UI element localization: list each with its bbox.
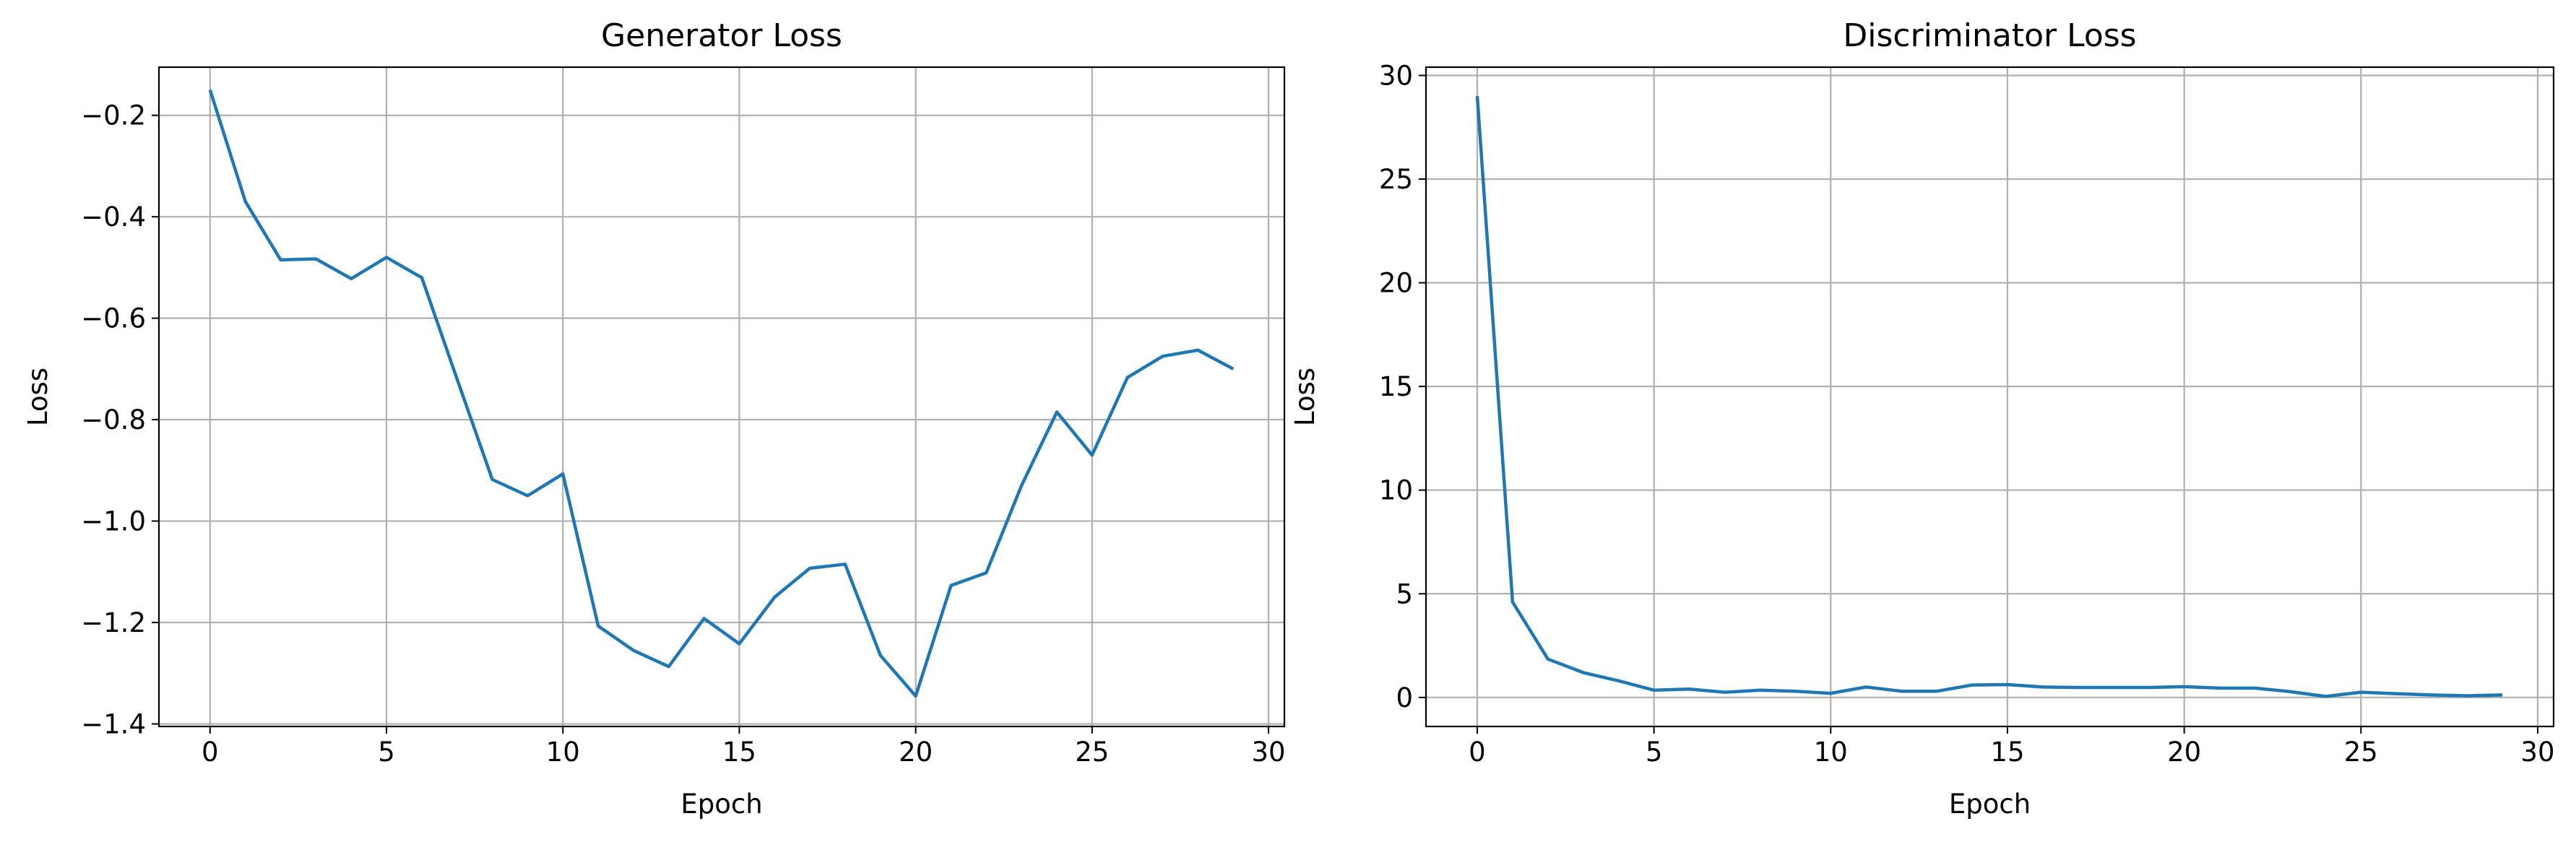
y-tick-label: 5: [1396, 578, 1413, 609]
generator-loss-panel: 0 5 10 15 20 25 30 −0.2 −0.4 −0.6 −0.8 −1.0 −1.2 −1.4…: [22, 17, 1286, 820]
x-tick-label: 30: [2520, 737, 2554, 768]
y-tick-label: −0.8: [81, 404, 146, 435]
y-tick-label: −1.2: [81, 607, 146, 638]
y-tick-label: 15: [1379, 371, 1413, 402]
y-tick-label: 30: [1379, 60, 1413, 91]
x-tick-label: 0: [202, 737, 219, 768]
y-tick-label: −0.4: [81, 201, 146, 233]
x-axis-label: Epoch: [680, 789, 762, 820]
x-tick-label: 0: [1469, 737, 1486, 768]
generator-loss-line: [208, 89, 1235, 698]
y-tick-label: 0: [1396, 682, 1413, 713]
y-tick-label: 10: [1379, 475, 1413, 506]
x-tick-label: 10: [546, 737, 580, 768]
discriminator-loss-panel: 0 5 10 15 20 25 30 0 5 10 15 20 25 30 Discriminator Lo…: [1289, 17, 2555, 820]
x-axis-label: Epoch: [1949, 789, 2031, 820]
discriminator-loss-line: [1475, 96, 2503, 698]
plot-frame: [1425, 66, 2555, 728]
y-tick-label: −0.6: [81, 303, 146, 334]
y-axis-label: Loss: [1289, 368, 1321, 426]
y-tick-label: −0.2: [81, 100, 146, 131]
y-tick-label: −1.0: [81, 506, 146, 537]
y-tick-label: −1.4: [81, 708, 146, 739]
x-tick-label: 15: [1990, 737, 2024, 768]
x-tick-label: 10: [1814, 737, 1848, 768]
y-tick-label: 20: [1379, 268, 1413, 299]
x-tick-label: 25: [1075, 737, 1109, 768]
chart-title: Generator Loss: [601, 17, 842, 54]
x-tick-label: 30: [1251, 737, 1285, 768]
x-tick-label: 5: [378, 737, 395, 768]
plot-frame: [157, 66, 1286, 728]
chart-title: Discriminator Loss: [1843, 17, 2136, 54]
y-axis-label: Loss: [22, 368, 53, 426]
x-tick-label: 25: [2344, 737, 2378, 768]
x-tick-label: 20: [899, 737, 933, 768]
y-tick-label: 25: [1379, 164, 1413, 195]
x-tick-label: 20: [2167, 737, 2201, 768]
x-tick-label: 15: [722, 737, 756, 768]
x-tick-label: 5: [1646, 737, 1663, 768]
